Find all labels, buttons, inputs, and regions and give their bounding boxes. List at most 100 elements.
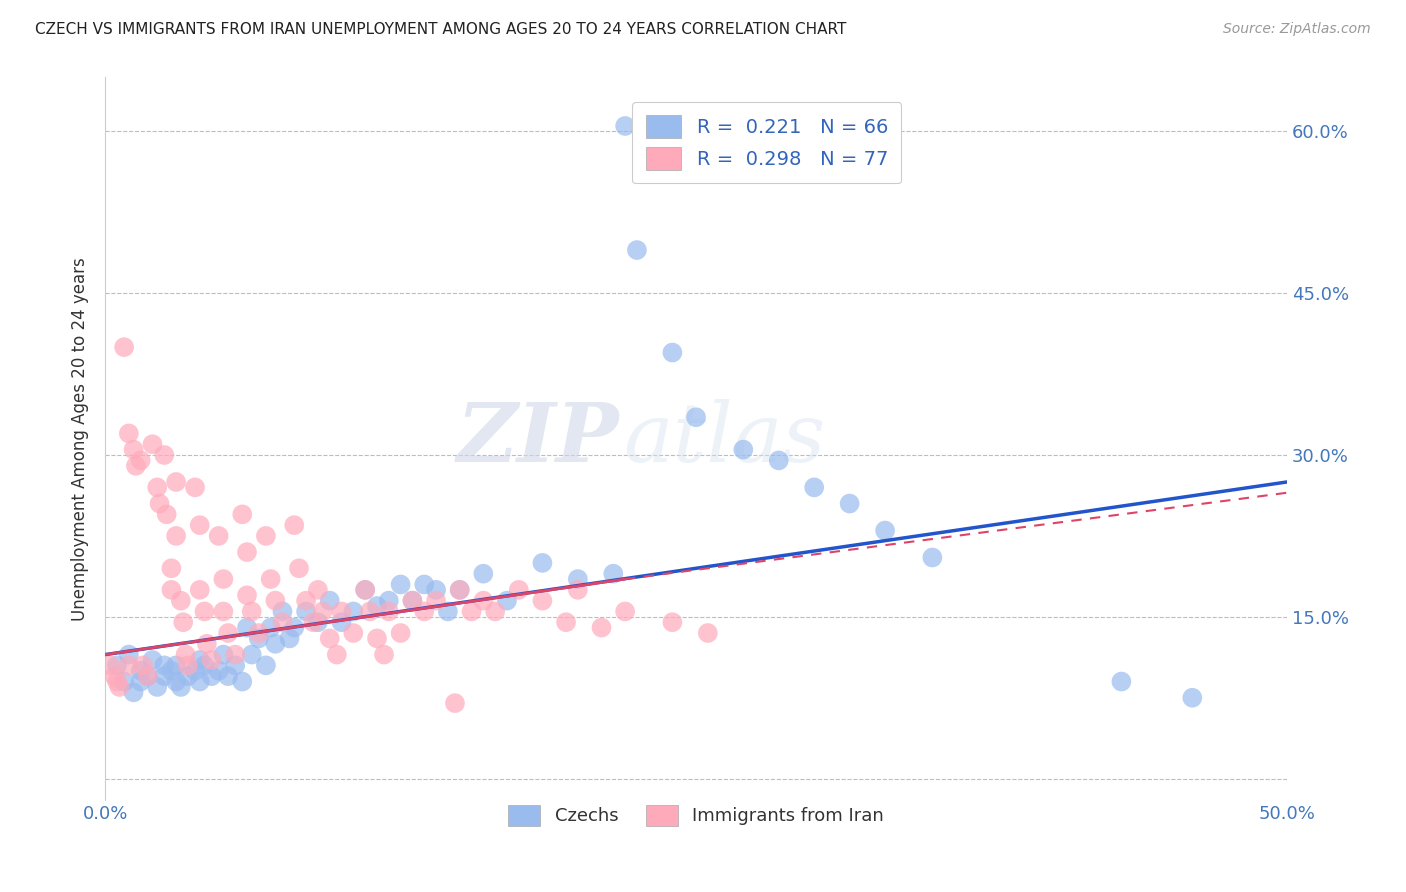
Point [359, 604, 381, 618]
Point [240, 604, 263, 618]
Point [319, 593, 342, 607]
Point [212, 572, 235, 586]
Point [311, 604, 333, 618]
Point [156, 508, 179, 522]
Point [200, 669, 222, 683]
Point [614, 119, 637, 133]
Point [283, 621, 305, 635]
Point [555, 615, 578, 630]
Point [295, 604, 318, 618]
Point [567, 572, 589, 586]
Point [254, 658, 277, 673]
Point [231, 508, 253, 522]
Point [247, 632, 270, 646]
Point [200, 653, 222, 667]
Point [188, 582, 211, 597]
Point [146, 680, 169, 694]
Point [118, 426, 141, 441]
Point [122, 685, 145, 699]
Point [236, 621, 259, 635]
Point [174, 648, 197, 662]
Point [165, 674, 187, 689]
Point [193, 604, 215, 618]
Point [177, 658, 200, 673]
Point [696, 626, 718, 640]
Point [330, 604, 353, 618]
Point [160, 582, 183, 597]
Point [259, 572, 281, 586]
Point [733, 442, 755, 457]
Point [472, 566, 495, 581]
Point [188, 653, 211, 667]
Point [591, 621, 613, 635]
Point [129, 674, 152, 689]
Point [413, 577, 436, 591]
Point [264, 593, 287, 607]
Point [224, 658, 246, 673]
Point [108, 680, 131, 694]
Point [614, 604, 637, 618]
Point [484, 604, 506, 618]
Point [98, 658, 121, 673]
Point [141, 653, 163, 667]
Point [295, 593, 318, 607]
Point [188, 518, 211, 533]
Point [283, 518, 305, 533]
Point [330, 615, 353, 630]
Point [122, 442, 145, 457]
Point [444, 696, 467, 710]
Point [247, 626, 270, 640]
Point [146, 480, 169, 494]
Point [165, 475, 187, 489]
Point [1111, 674, 1133, 689]
Point [803, 480, 825, 494]
Point [685, 410, 707, 425]
Point [172, 615, 194, 630]
Text: CZECH VS IMMIGRANTS FROM IRAN UNEMPLOYMENT AMONG AGES 20 TO 24 YEARS CORRELATION: CZECH VS IMMIGRANTS FROM IRAN UNEMPLOYME… [35, 22, 846, 37]
Legend: Czechs, Immigrants from Iran: Czechs, Immigrants from Iran [499, 796, 893, 835]
Point [626, 243, 648, 257]
Point [136, 669, 159, 683]
Point [437, 604, 460, 618]
Point [508, 582, 530, 597]
Point [184, 664, 207, 678]
Point [231, 674, 253, 689]
Point [531, 593, 554, 607]
Y-axis label: Unemployment Among Ages 20 to 24 years: Unemployment Among Ages 20 to 24 years [72, 257, 89, 621]
Point [326, 648, 349, 662]
Point [271, 615, 294, 630]
Point [1181, 690, 1204, 705]
Point [342, 626, 364, 640]
Point [118, 658, 141, 673]
Point [264, 637, 287, 651]
Point [148, 497, 170, 511]
Text: Source: ZipAtlas.com: Source: ZipAtlas.com [1223, 22, 1371, 37]
Point [567, 582, 589, 597]
Point [354, 582, 377, 597]
Point [259, 621, 281, 635]
Point [129, 453, 152, 467]
Point [224, 648, 246, 662]
Point [188, 674, 211, 689]
Point [105, 658, 128, 673]
Point [460, 604, 482, 618]
Point [449, 582, 471, 597]
Point [413, 604, 436, 618]
Point [153, 448, 176, 462]
Point [401, 593, 423, 607]
Text: atlas: atlas [623, 399, 825, 479]
Point [129, 664, 152, 678]
Point [288, 561, 311, 575]
Text: ZIP: ZIP [457, 399, 619, 479]
Point [425, 593, 447, 607]
Point [449, 582, 471, 597]
Point [472, 593, 495, 607]
Point [302, 615, 325, 630]
Point [141, 437, 163, 451]
Point [838, 497, 860, 511]
Point [921, 550, 943, 565]
Point [496, 593, 519, 607]
Point [307, 615, 329, 630]
Point [378, 604, 401, 618]
Point [217, 669, 239, 683]
